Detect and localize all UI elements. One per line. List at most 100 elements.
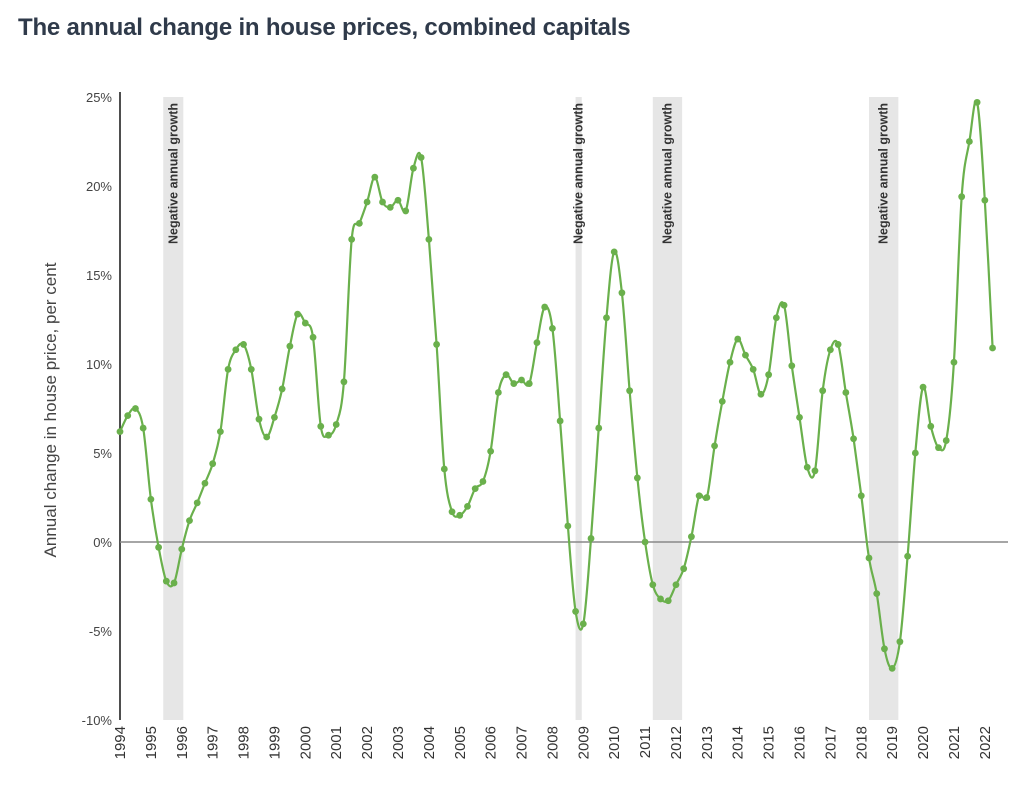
data-point: [649, 581, 657, 589]
negative-band-3: [869, 97, 899, 720]
data-point: [695, 492, 703, 500]
data-point: [518, 376, 525, 384]
data-point: [757, 390, 765, 398]
data-point: [263, 433, 271, 441]
x-tick-label: 1997: [205, 726, 222, 759]
data-point: [564, 522, 572, 530]
data-point: [935, 444, 942, 452]
x-tick-label: 2005: [452, 726, 469, 759]
data-point: [664, 597, 672, 605]
data-point: [950, 358, 958, 366]
y-tick-label: 5%: [93, 446, 112, 461]
data-point: [363, 198, 371, 206]
data-point: [139, 424, 147, 432]
data-point: [749, 365, 757, 373]
data-point: [456, 511, 464, 519]
negative-band-label: Negative annual growth: [166, 103, 180, 244]
x-tick-label: 2011: [637, 726, 654, 758]
data-point: [433, 341, 440, 348]
data-point: [942, 437, 950, 444]
x-tick-label: 2017: [822, 726, 839, 759]
negative-band-label: Negative annual growth: [877, 103, 891, 244]
data-point: [448, 508, 456, 516]
data-point: [850, 435, 857, 443]
data-point: [525, 380, 533, 387]
data-point: [278, 385, 286, 393]
series-line: [118, 99, 994, 670]
x-tick-label: 2020: [915, 726, 932, 759]
data-point: [155, 543, 163, 551]
data-point: [865, 554, 873, 562]
data-point: [587, 535, 595, 542]
data-point: [680, 565, 688, 573]
data-point: [247, 365, 255, 373]
data-point: [965, 138, 973, 145]
data-point: [911, 449, 919, 457]
data-point: [549, 325, 556, 332]
y-tick-label: -5%: [89, 624, 113, 639]
data-point: [348, 236, 356, 243]
data-point: [464, 503, 471, 510]
data-point: [340, 378, 348, 386]
data-point: [827, 346, 834, 354]
data-point: [657, 595, 664, 603]
data-point: [626, 387, 634, 395]
x-tick-label: 2014: [730, 726, 747, 759]
x-tick-label: 1995: [143, 726, 160, 759]
data-point: [641, 538, 649, 546]
x-tick-labels: 1994 1995 1996 1997 1998 1999 2000 2001 2002 2003…: [112, 726, 994, 759]
data-points: [116, 98, 996, 672]
y-tick-label: 15%: [86, 268, 112, 283]
data-point: [618, 289, 626, 297]
data-point: [672, 581, 680, 589]
x-tick-label: 2008: [544, 726, 561, 759]
data-point: [803, 463, 811, 471]
data-point: [309, 333, 317, 341]
data-point: [888, 664, 896, 672]
chart-title: The annual change in house prices, combi…: [18, 14, 631, 41]
data-point: [989, 344, 996, 352]
data-point: [440, 465, 448, 473]
data-point: [147, 495, 155, 503]
negative-growth-bands: Negative annual growth Negative annual gr…: [163, 97, 899, 720]
data-point: [842, 389, 850, 396]
data-point: [255, 415, 263, 423]
data-point: [355, 219, 363, 227]
data-point: [132, 405, 139, 412]
data-point: [201, 479, 209, 487]
data-point: [332, 421, 340, 428]
data-point: [502, 371, 510, 379]
x-tick-label: 2009: [575, 726, 592, 759]
data-point: [193, 499, 201, 507]
data-point: [742, 351, 749, 359]
y-tick-label: 0%: [93, 535, 112, 550]
data-point: [301, 319, 309, 327]
data-point: [834, 341, 842, 348]
data-point: [595, 424, 603, 432]
x-tick-label: 2002: [359, 726, 376, 759]
data-point: [726, 358, 734, 366]
data-point: [394, 196, 402, 204]
data-point: [232, 346, 240, 354]
data-point: [703, 494, 711, 501]
data-point: [116, 428, 124, 436]
data-point: [981, 196, 989, 204]
x-tick-label: 1999: [266, 726, 283, 759]
data-point: [718, 397, 726, 405]
axes: [119, 92, 1008, 720]
data-point: [896, 638, 904, 646]
y-tick-label: 25%: [86, 90, 112, 105]
data-point: [224, 365, 232, 373]
data-point: [216, 428, 224, 436]
data-point: [510, 380, 518, 387]
data-point: [417, 154, 425, 161]
x-tick-label: 2013: [699, 726, 716, 759]
x-tick-label: 2016: [792, 726, 809, 759]
data-point: [688, 533, 695, 541]
data-point: [479, 478, 487, 485]
data-point: [811, 467, 819, 475]
data-point: [494, 389, 502, 396]
data-point: [286, 342, 294, 350]
data-point: [579, 620, 587, 628]
